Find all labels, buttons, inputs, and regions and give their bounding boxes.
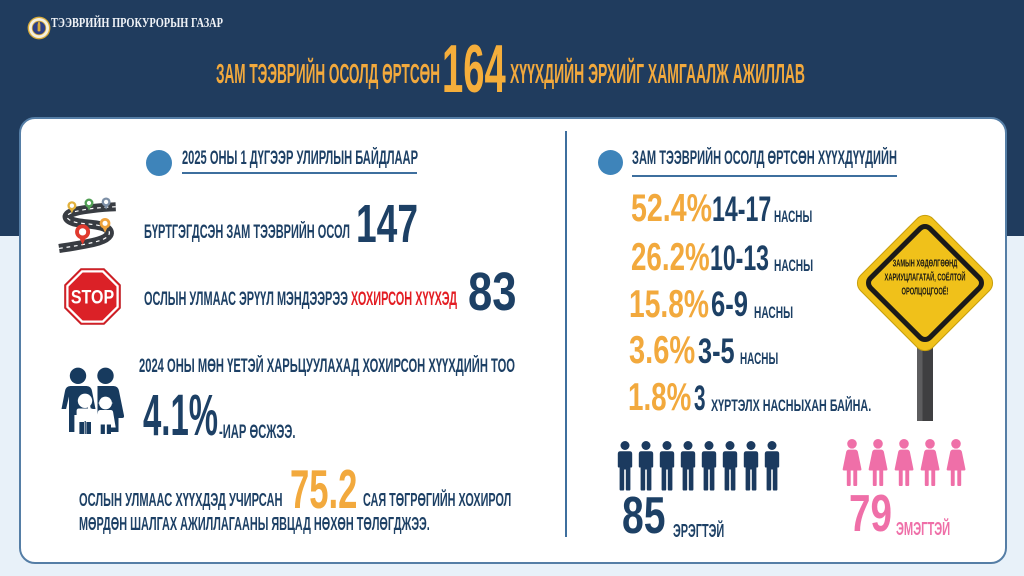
svg-text:ОРОЛЦОЦГООЁ!: ОРОЛЦОЦГООЁ! bbox=[902, 285, 949, 297]
svg-text:ЗАМЫН ХӨДӨЛГӨӨНД: ЗАМЫН ХӨДӨЛГӨӨНД bbox=[893, 258, 958, 269]
svg-text:STOP: STOP bbox=[71, 286, 114, 308]
svg-text:ХАРИУЦЛАГАТАЙ, СОЁЛТОЙ: ХАРИУЦЛАГАТАЙ, СОЁЛТОЙ bbox=[885, 269, 966, 283]
